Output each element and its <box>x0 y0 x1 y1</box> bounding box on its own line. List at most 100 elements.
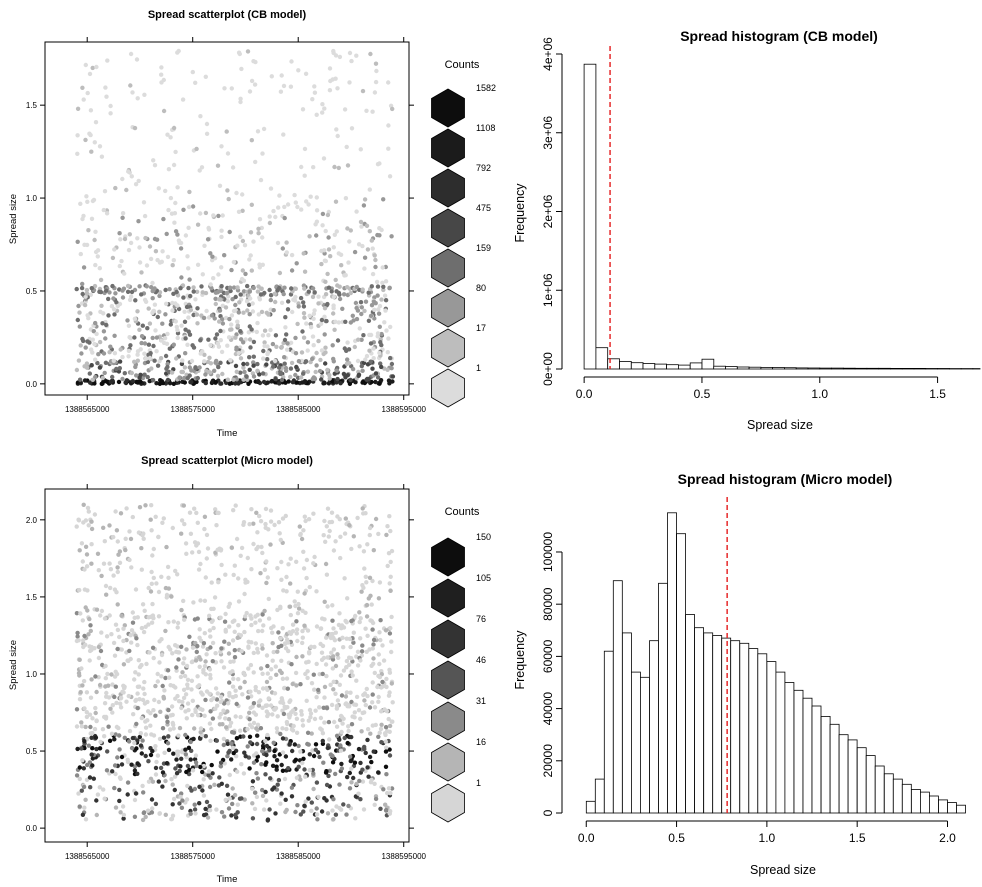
y-tick-label: 2.0 <box>26 516 38 525</box>
scatter-point <box>88 785 93 790</box>
scatter-point <box>149 528 154 533</box>
scatter-point <box>379 227 384 233</box>
scatter-point <box>323 539 328 544</box>
scatter-point <box>325 811 331 816</box>
scatter-point <box>202 526 207 532</box>
scatter-point <box>125 318 130 323</box>
scatter-point <box>132 740 137 746</box>
scatter-point <box>307 767 312 773</box>
scatter-point <box>370 680 375 685</box>
scatter-point <box>298 777 303 782</box>
scatter-point <box>135 761 140 766</box>
scatter-point <box>373 264 378 270</box>
scatter-point <box>296 601 301 607</box>
scatter-point <box>155 363 161 368</box>
scatter-point <box>94 331 99 337</box>
scatter-point <box>322 796 327 801</box>
scatter-point <box>211 625 216 631</box>
scatter-point <box>165 377 171 383</box>
scatter-point <box>341 645 346 650</box>
scatter-point <box>272 291 277 296</box>
scatter-point <box>388 324 393 330</box>
scatter-point <box>267 220 273 226</box>
scatter-point <box>180 97 186 102</box>
scatter-point <box>293 200 298 205</box>
scatter-point <box>337 737 342 742</box>
scatter-point <box>209 762 214 768</box>
scatter-point <box>123 547 128 553</box>
scatter-point <box>342 735 347 741</box>
scatter-point <box>204 799 210 805</box>
scatter-point <box>361 807 367 812</box>
scatter-point <box>182 309 187 314</box>
scatter-point <box>384 772 389 777</box>
scatter-point <box>358 636 363 641</box>
scatter-point <box>165 132 170 137</box>
scatter-point <box>83 797 88 802</box>
scatter-point <box>186 285 191 291</box>
y-tick-label: 0e+00 <box>541 352 555 386</box>
scatter-point <box>272 691 278 696</box>
scatter-point <box>82 633 87 639</box>
scatter-point <box>264 679 270 685</box>
scatter-point <box>97 144 103 149</box>
histogram-bar <box>929 795 939 814</box>
scatter-point <box>110 682 115 687</box>
scatter-point <box>360 643 365 648</box>
scatter-point <box>192 786 198 792</box>
scatter-point <box>90 198 96 204</box>
scatter-point <box>199 284 204 289</box>
scatter-point <box>368 341 374 346</box>
scatter-point <box>263 525 268 530</box>
scatter-point <box>89 735 94 740</box>
scatter-point <box>108 344 113 349</box>
scatter-point <box>302 623 307 628</box>
scatter-point <box>88 292 94 297</box>
scatter-point <box>370 109 375 114</box>
scatter-point <box>80 291 85 297</box>
scatter-point <box>251 720 257 726</box>
scatter-point <box>240 238 246 244</box>
scatter-point <box>378 637 383 643</box>
scatter-point <box>359 589 364 594</box>
scatter-point <box>306 718 311 723</box>
scatter-point <box>202 631 207 636</box>
scatter-point <box>187 332 193 337</box>
scatter-point <box>293 351 299 356</box>
scatter-point <box>361 549 367 554</box>
scatter-point <box>255 129 261 134</box>
scatter-point <box>74 367 80 373</box>
scatter-point <box>282 337 288 343</box>
scatter-point <box>349 618 354 624</box>
scatter-point <box>201 641 207 646</box>
scatter-point <box>164 592 170 598</box>
scatter-point <box>365 633 370 638</box>
scatter-point <box>111 307 117 312</box>
scatter-point <box>378 340 383 345</box>
scatter-point <box>297 524 302 529</box>
scatter-point <box>337 717 343 723</box>
scatter-point <box>296 359 302 364</box>
scatter-point <box>292 192 297 198</box>
scatter-point <box>241 522 246 527</box>
scatter-point <box>112 785 117 791</box>
scatter-point <box>247 312 252 317</box>
scatter-point <box>210 659 215 664</box>
scatter-point <box>364 223 370 228</box>
scatter-point <box>385 790 390 796</box>
scatter-point <box>108 103 113 109</box>
scatter-point <box>177 801 182 806</box>
scatter-point <box>348 758 353 764</box>
scatter-point <box>261 807 267 812</box>
scatter-point <box>74 611 80 616</box>
scatter-point <box>388 588 393 593</box>
scatter-point <box>215 691 220 696</box>
scatter-point <box>202 664 208 669</box>
scatter-point <box>334 229 339 234</box>
micro-histogram-panel: Spread histogram (Micro model) 0.0 0.5 1.0… <box>513 471 966 877</box>
scatter-point <box>286 648 291 654</box>
scatter-point <box>74 286 79 292</box>
scatter-point <box>347 704 352 709</box>
scatter-point <box>191 285 196 290</box>
scatter-point <box>330 618 335 623</box>
